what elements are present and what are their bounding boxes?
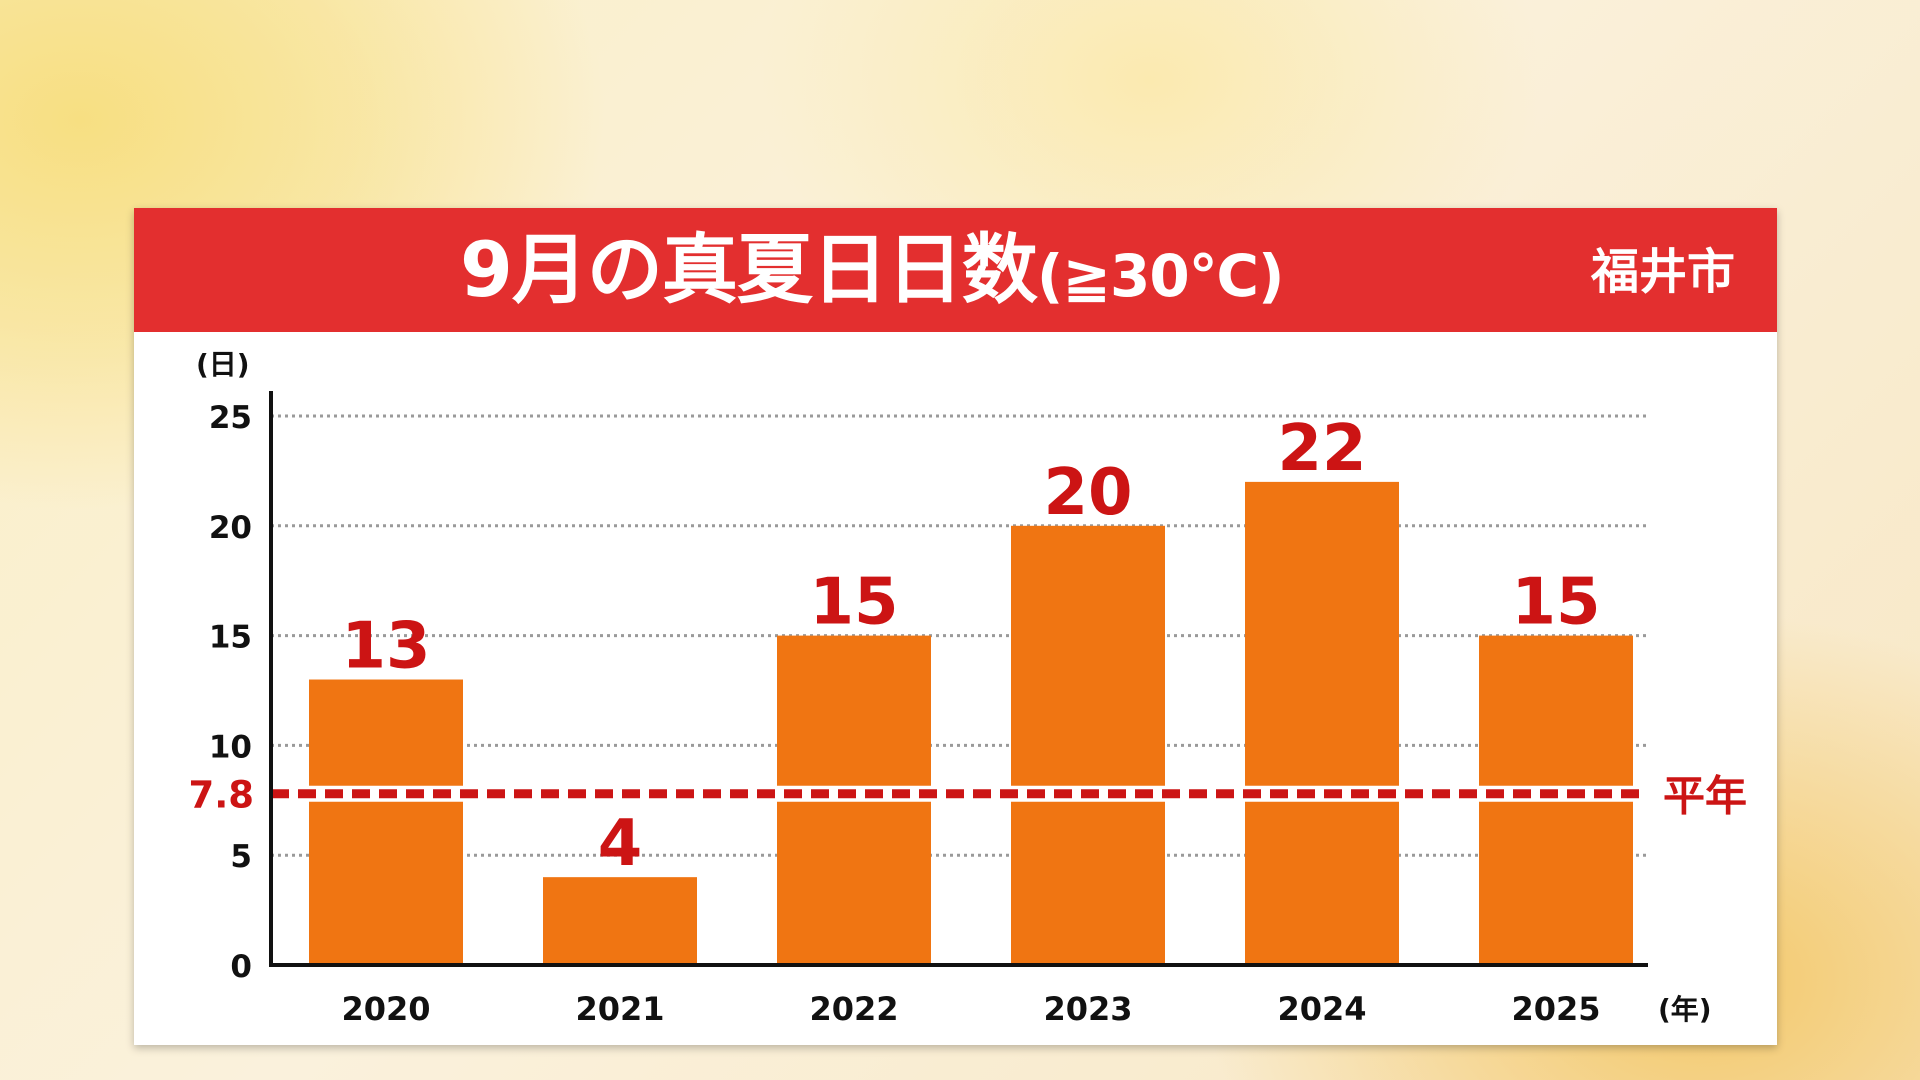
y-tick-label: 25	[209, 400, 252, 436]
title-bar: 9月の真夏日日数(≧30℃) 福井市	[134, 208, 1777, 332]
y-axis-unit-label: (日)	[196, 348, 250, 381]
location-label: 福井市	[1590, 244, 1735, 300]
x-tick-label: 2025	[1511, 990, 1600, 1028]
title-main-text: 9月の真夏日日数	[460, 225, 1038, 314]
bar-2024	[1245, 481, 1399, 965]
y-tick-label: 20	[209, 510, 252, 546]
x-axis-unit-label: (年)	[1658, 993, 1712, 1026]
bar-2020	[309, 679, 463, 965]
y-tick-label: 10	[209, 729, 252, 765]
y-tick-label: 5	[230, 839, 252, 875]
x-tick-label: 2020	[341, 990, 430, 1028]
title-condition: (≧30℃)	[1036, 242, 1285, 310]
x-tick-label: 2024	[1277, 990, 1366, 1028]
x-tick-label: 2022	[809, 990, 898, 1028]
data-label: 22	[1277, 412, 1366, 486]
data-label: 15	[1511, 566, 1600, 640]
chart-panel: 9月の真夏日日数(≧30℃) 福井市 0 5 10 15 20 25 13 2020 4 2021…	[134, 208, 1777, 1045]
reference-value-label: 7.8	[188, 774, 254, 817]
chart-title: 9月の真夏日日数(≧30℃)	[460, 208, 1285, 332]
data-label: 4	[598, 807, 643, 881]
y-tick-label: 0	[230, 949, 252, 985]
y-tick-label: 15	[209, 620, 252, 656]
bar-2021	[543, 877, 697, 965]
data-label: 15	[809, 566, 898, 640]
data-label: 13	[341, 610, 430, 684]
x-tick-label: 2021	[575, 990, 664, 1028]
x-tick-label: 2023	[1043, 990, 1132, 1028]
bar-chart: 0510152025132020420211520222020232220241…	[188, 348, 1747, 1028]
reference-name-label: 平年	[1663, 772, 1747, 821]
bar-2023	[1011, 525, 1165, 965]
data-label: 20	[1043, 456, 1132, 530]
